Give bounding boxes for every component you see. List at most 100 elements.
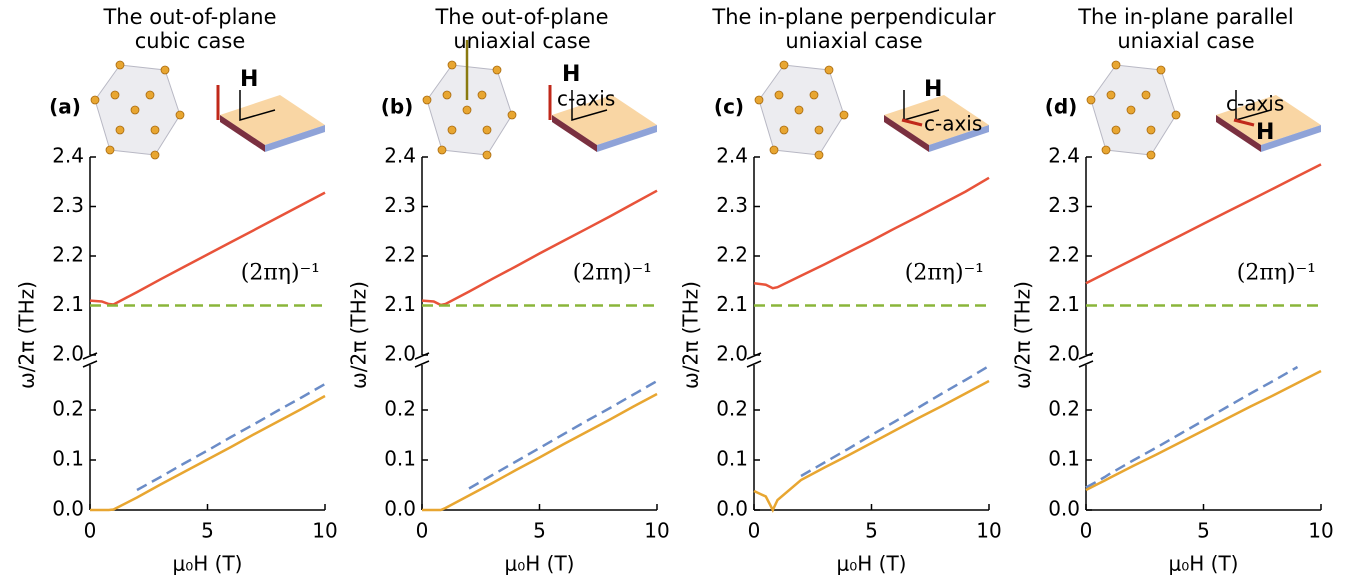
x-tick-label: 10 <box>644 519 669 543</box>
atom <box>775 91 783 99</box>
y-tick-label: 0.2 <box>716 397 748 421</box>
atom <box>1087 96 1095 104</box>
y-tick-label: 2.1 <box>716 292 748 316</box>
atom <box>146 91 154 99</box>
atom <box>463 106 471 114</box>
y-tick-label: 0.2 <box>384 397 416 421</box>
inset-label: c-axis <box>924 112 982 136</box>
panel-title: uniaxial case <box>1117 29 1254 53</box>
y-tick-label: 2.3 <box>384 193 416 217</box>
y-axis-label: ω/2π (THz) <box>347 281 371 389</box>
atom <box>131 106 139 114</box>
inset-label: H <box>924 77 942 102</box>
x-tick-label: 10 <box>1308 519 1333 543</box>
y-tick-label: 2.1 <box>384 292 416 316</box>
atom <box>483 151 491 159</box>
panel-label: (d) <box>1045 95 1078 119</box>
panel-title: The out-of-plane <box>434 5 608 29</box>
y-tick-label: 0.1 <box>384 447 416 471</box>
annotation: (2πη)⁻¹ <box>1237 260 1316 285</box>
atom <box>755 96 763 104</box>
y-tick-label: 2.2 <box>716 243 748 267</box>
atom <box>508 111 516 119</box>
atom <box>770 146 778 154</box>
atom <box>1147 126 1155 134</box>
atom <box>780 61 788 69</box>
atom <box>1172 111 1180 119</box>
y-tick-label: 2.3 <box>716 193 748 217</box>
y-tick-label: 2.0 <box>52 342 84 366</box>
y-tick-label: 0.2 <box>52 397 84 421</box>
x-tick-label: 0 <box>416 519 429 543</box>
atom <box>106 146 114 154</box>
y-tick-label: 2.1 <box>52 292 84 316</box>
inset-label: H <box>1256 120 1274 145</box>
atom <box>151 151 159 159</box>
line <box>422 394 657 510</box>
atom <box>1147 151 1155 159</box>
y-tick-label: 0.1 <box>52 447 84 471</box>
atom <box>91 96 99 104</box>
atom <box>815 151 823 159</box>
atom <box>116 126 124 134</box>
panel-title: The in-plane parallel <box>1077 5 1294 29</box>
inset-label: c-axis <box>557 87 615 111</box>
annotation: (2πη)⁻¹ <box>573 260 652 285</box>
atom <box>111 91 119 99</box>
x-tick-label: 5 <box>1197 519 1210 543</box>
atom <box>483 126 491 134</box>
x-axis-label: μ₀H (T) <box>505 552 575 576</box>
atom <box>443 91 451 99</box>
y-tick-label: 2.2 <box>384 243 416 267</box>
y-tick-label: 2.2 <box>52 243 84 267</box>
panel-title: cubic case <box>135 29 246 53</box>
y-tick-label: 2.4 <box>52 144 84 168</box>
line <box>90 193 325 305</box>
y-axis-label: ω/2π (THz) <box>15 281 39 389</box>
y-axis-label: ω/2π (THz) <box>679 281 703 389</box>
atom <box>840 111 848 119</box>
atom <box>448 61 456 69</box>
atom <box>478 91 486 99</box>
annotation: (2πη)⁻¹ <box>905 260 984 285</box>
atom <box>1127 106 1135 114</box>
x-tick-label: 5 <box>865 519 878 543</box>
atom <box>493 66 501 74</box>
y-axis-label: ω/2π (THz) <box>1011 281 1035 389</box>
x-tick-label: 5 <box>201 519 214 543</box>
y-tick-label: 0.1 <box>716 447 748 471</box>
y-tick-label: 0.0 <box>716 497 748 521</box>
dashed-line <box>469 381 657 489</box>
x-tick-label: 5 <box>533 519 546 543</box>
panel-title: The in-plane perpendicular <box>711 5 996 29</box>
x-tick-label: 0 <box>748 519 761 543</box>
panel-label: (b) <box>381 95 414 119</box>
y-tick-label: 2.4 <box>1048 144 1080 168</box>
y-tick-label: 0.1 <box>1048 447 1080 471</box>
y-tick-label: 2.0 <box>1048 342 1080 366</box>
atom <box>423 96 431 104</box>
inset-label: H <box>562 62 580 87</box>
slab-top <box>220 95 325 145</box>
annotation: (2πη)⁻¹ <box>241 260 320 285</box>
dashed-line <box>801 366 989 476</box>
panel-title: uniaxial case <box>785 29 922 53</box>
x-tick-label: 0 <box>84 519 97 543</box>
atom <box>795 106 803 114</box>
page: The out-of-planecubic case(a)05100.00.10… <box>0 0 1372 586</box>
atom <box>161 66 169 74</box>
y-tick-label: 0.0 <box>384 497 416 521</box>
dashed-line <box>1086 367 1298 488</box>
x-tick-label: 10 <box>976 519 1001 543</box>
y-tick-label: 2.0 <box>716 342 748 366</box>
figure: The out-of-planecubic case(a)05100.00.10… <box>0 0 1372 586</box>
y-tick-label: 2.3 <box>52 193 84 217</box>
atom <box>176 111 184 119</box>
y-tick-label: 2.1 <box>1048 292 1080 316</box>
y-tick-label: 2.3 <box>1048 193 1080 217</box>
atom <box>448 126 456 134</box>
x-tick-label: 0 <box>1080 519 1093 543</box>
